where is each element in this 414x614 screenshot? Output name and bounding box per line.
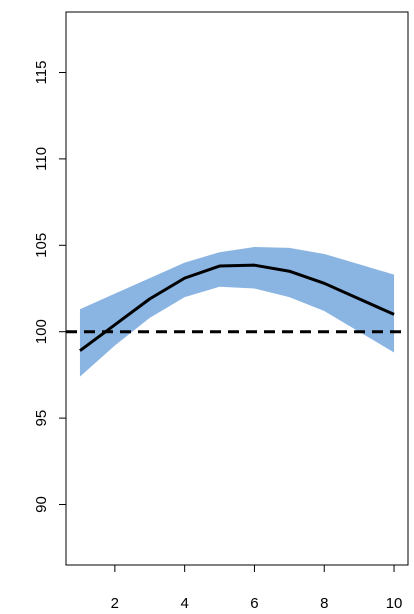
plot-frame (65, 11, 409, 566)
x-tick-label: 6 (250, 595, 258, 612)
y-tick-label: 115 (33, 61, 50, 85)
x-tick-label: 10 (386, 595, 403, 612)
y-tick-label: 110 (33, 147, 50, 171)
series-line-0 (79, 263, 395, 352)
x-tick-label: 8 (320, 595, 328, 612)
y-tick-label: 90 (33, 496, 50, 513)
y-tick-label: 95 (33, 410, 50, 427)
x-tick-label: 2 (111, 595, 119, 612)
x-tick-label: 4 (180, 595, 188, 612)
y-tick-label: 100 (33, 319, 50, 344)
y-tick-label: 105 (33, 233, 50, 258)
